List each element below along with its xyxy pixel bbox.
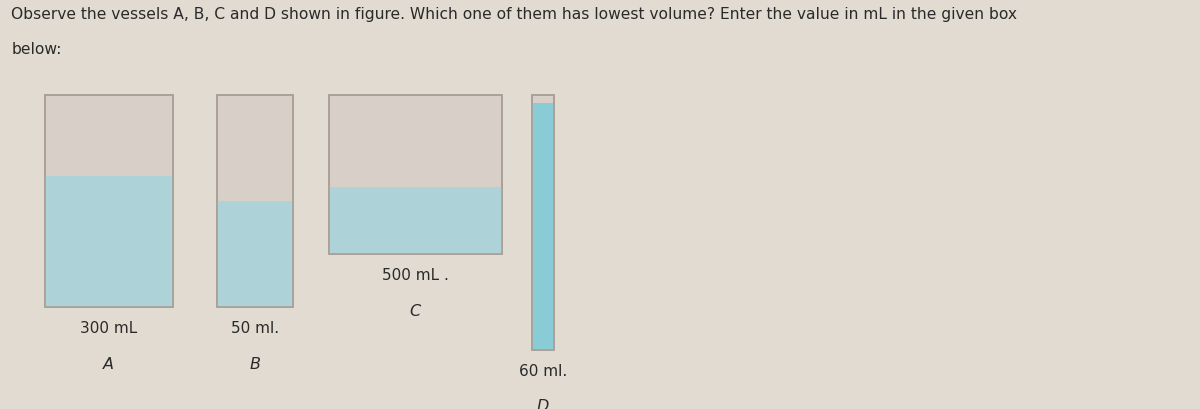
Bar (329, 95, 502, 254)
Bar (532, 103, 554, 350)
Bar (44, 176, 173, 307)
Text: C: C (409, 303, 421, 319)
Bar (217, 95, 293, 307)
Bar (217, 95, 293, 307)
Bar (329, 95, 502, 254)
Text: 500 mL .: 500 mL . (382, 268, 449, 283)
Bar (44, 95, 173, 307)
Bar (532, 95, 554, 350)
Text: 50 ml.: 50 ml. (232, 321, 280, 336)
Text: 300 mL: 300 mL (80, 321, 137, 336)
Text: below:: below: (11, 43, 61, 57)
Text: A: A (103, 357, 114, 372)
Bar (217, 201, 293, 307)
Text: D: D (536, 399, 550, 409)
Bar (532, 95, 554, 350)
Text: B: B (250, 357, 260, 372)
Text: 60 ml.: 60 ml. (518, 364, 566, 379)
Text: Observe the vessels A, B, C and D shown in figure. Which one of them has lowest : Observe the vessels A, B, C and D shown … (11, 7, 1018, 22)
Bar (44, 95, 173, 307)
Bar (329, 187, 502, 254)
